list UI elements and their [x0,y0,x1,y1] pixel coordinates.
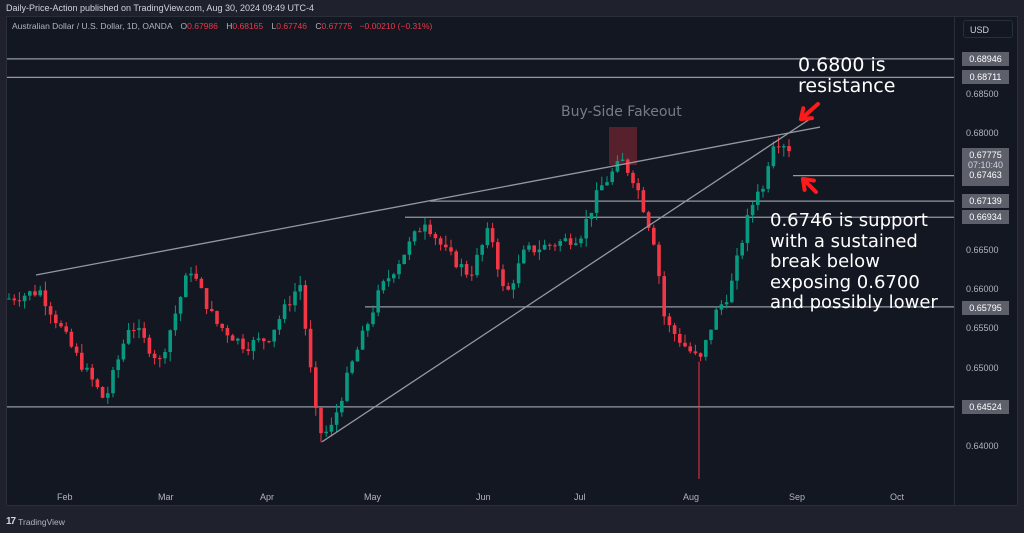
close-value: 0.67775 [321,21,353,31]
level-label: 0.67463 [962,168,1009,182]
time-tick: Apr [260,492,275,502]
symbol-title: Australian Dollar / U.S. Dollar, 1D, OAN… [12,21,173,31]
level-label: 0.68711 [962,70,1009,84]
price-tick: 0.68500 [966,89,999,99]
time-tick: Jun [476,492,491,502]
price-tick: 0.65000 [966,363,999,373]
time-tick: Sep [789,492,806,502]
open-value: 0.67986 [187,21,218,31]
level-label: 0.65795 [962,301,1009,315]
high-value: 0.68165 [232,21,264,31]
time-tick: Feb [57,492,73,502]
price-tick: 0.68000 [966,128,999,138]
price-tick: 0.66500 [966,245,999,255]
level-label: 0.67139 [962,194,1009,208]
tradingview-brand[interactable]: 17 TradingView [6,516,65,527]
time-tick: Jul [574,492,586,502]
currency-button[interactable]: USD [963,20,1013,38]
low-value: 0.67746 [276,21,307,31]
time-tick: Mar [158,492,174,502]
change-value: −0.00210 (−0.31%) [359,21,433,31]
ohlc-legend: Australian Dollar / U.S. Dollar, 1D, OAN… [12,21,433,31]
tv-logo-icon: 17 [6,516,16,527]
brand-name: TradingView [18,516,65,527]
last-price-value: 0.67775 [969,150,1002,160]
support-note: 0.6746 is support with a sustained break… [770,210,938,313]
level-label: 0.66934 [962,210,1009,224]
time-tick: Aug [683,492,700,502]
bar-countdown: 07:10:40 [967,160,1004,170]
price-tick: 0.65500 [966,323,999,333]
price-tick: 0.66000 [966,284,999,294]
publisher-line: Daily-Price-Action published on TradingV… [6,3,315,13]
level-label: 0.68946 [962,52,1009,66]
chart-pane[interactable] [6,16,1018,506]
time-tick: Oct [890,492,905,502]
level-label: 0.64524 [962,400,1009,414]
time-tick: May [364,492,382,502]
resistance-note: 0.6800 is resistance [798,54,896,97]
fakeout-label: Buy-Side Fakeout [561,104,682,120]
price-tick: 0.64000 [966,441,999,451]
price-axis-divider [954,17,955,505]
